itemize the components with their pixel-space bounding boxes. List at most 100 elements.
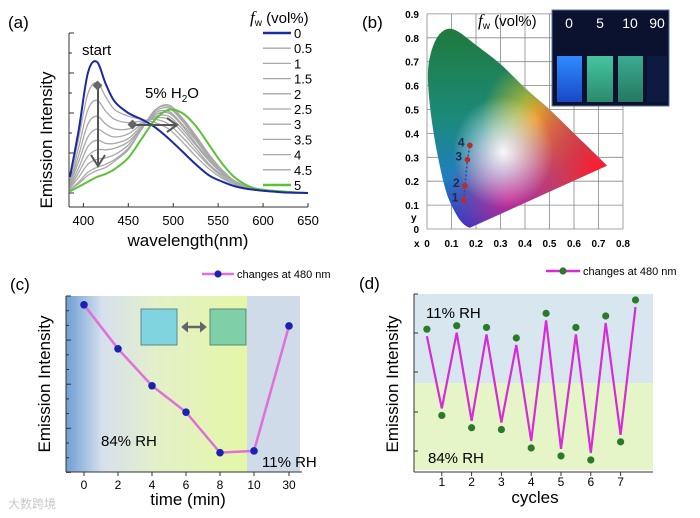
panel-c: (c) 0 2 4 6 8 10 30 time (min) Emission Intens…	[10, 269, 331, 509]
panel-d-y-label: Emission Intensity	[383, 315, 402, 452]
data-point-8	[216, 448, 224, 457]
cie-point-3	[464, 156, 471, 163]
data-point-6	[182, 408, 190, 416]
x-tick-label: 0.6	[567, 239, 581, 250]
x-tick-label: 550	[207, 213, 229, 228]
panel-a-y-ticks	[69, 32, 74, 194]
panel-a: (a) 400 450 500 550 600 650 wavelength(nm) Em…	[8, 8, 319, 250]
panel-c-label: (c)	[10, 275, 30, 294]
panel-d-x-label: cycles	[511, 488, 558, 507]
y-tick-label: 0.2	[405, 177, 419, 188]
vial-label: 90	[649, 15, 665, 31]
panel-a-legend-title: fw (vol%)	[250, 8, 309, 29]
x-tick-label: 0.5	[543, 239, 557, 250]
panel-a-label: (a)	[8, 13, 29, 32]
panel-c-y-label: Emission Intensity	[35, 315, 54, 452]
panel-d-11rh-label: 11% RH	[426, 305, 481, 322]
data-point	[423, 325, 431, 333]
x-tick-label: 0	[424, 239, 430, 250]
x-tick-label: 0.1	[445, 239, 459, 250]
x-tick-label: 600	[252, 213, 274, 228]
data-point	[572, 323, 580, 332]
x-tick-label: 400	[73, 213, 95, 228]
cie-point-1	[460, 197, 467, 204]
down-arrow-icon	[90, 80, 106, 168]
series-line-5	[69, 108, 309, 194]
x-tick-label: 450	[117, 213, 139, 228]
panel-c-series	[80, 301, 293, 457]
x-tick-label: 6	[587, 475, 594, 489]
panel-d-legend: changes at 480 nm	[546, 266, 677, 278]
vial-10	[618, 56, 643, 102]
x-tick-label: 0.7	[592, 239, 606, 250]
y-tick-label: 0.6	[405, 82, 419, 93]
data-point	[587, 456, 595, 464]
panel-d-label: (d)	[359, 274, 380, 293]
legend-label: 4.5	[294, 163, 312, 178]
panel-c-x-label: time (min)	[150, 490, 226, 509]
legend-label: 4	[294, 148, 301, 163]
series-line-0	[68, 60, 309, 194]
panel-b-title: fw (vol%)	[478, 11, 537, 32]
y-tick-label: 0	[413, 225, 419, 236]
panel-a-curves	[68, 60, 309, 194]
panel-a-y-label: Emission Intensity	[37, 71, 56, 208]
data-point	[542, 309, 550, 317]
data-point	[468, 424, 476, 432]
series-line	[425, 306, 637, 454]
panel-b-x-label: x	[414, 239, 420, 250]
x-tick-label: 5	[558, 475, 565, 489]
data-point	[512, 334, 520, 342]
y-tick-label: 0.4	[405, 129, 419, 140]
data-point	[497, 425, 505, 434]
cie-chromaticity-diagram	[427, 28, 608, 228]
panel-b-points: 12 34	[452, 135, 473, 204]
panel-d-series	[423, 296, 640, 464]
panel-c-legend: changes at 480 nm	[202, 269, 331, 281]
panel-c-84rh-label: 84% RH	[101, 433, 157, 450]
panel-b-label: (b)	[362, 13, 383, 32]
data-point	[453, 322, 461, 330]
y-tick-label: 0.9	[405, 10, 419, 21]
panel-c-11rh-label: 11% RH	[262, 454, 317, 471]
x-tick-label: 10	[247, 478, 261, 492]
data-point	[438, 411, 446, 420]
data-point	[482, 323, 491, 332]
x-tick-label: 4	[149, 478, 156, 492]
x-tick-label: 6	[183, 478, 190, 492]
x-tick-label: 7	[617, 475, 624, 489]
x-tick-label: 0.3	[494, 239, 508, 250]
panel-d-dry-region	[414, 294, 653, 383]
legend-label: 3.5	[294, 132, 312, 147]
y-tick-label: 0.5	[405, 106, 419, 117]
y-tick-label: 0.7	[405, 58, 419, 69]
data-point-10	[250, 447, 258, 455]
vial-90	[647, 56, 667, 102]
panel-b-y-label: y	[411, 213, 417, 224]
panel-a-x-label: wavelength(nm)	[127, 231, 249, 250]
data-point	[617, 438, 625, 446]
cie-gamut	[427, 28, 608, 228]
legend-label: 5	[294, 178, 301, 193]
annotation-5pct-h2o: 5% H2O	[145, 85, 199, 105]
data-point-4	[148, 381, 156, 390]
data-point	[602, 312, 610, 320]
trajectory-line	[463, 145, 471, 201]
data-point-2	[114, 345, 122, 353]
legend-label: 1.5	[294, 72, 312, 87]
legend-label: 1	[294, 56, 301, 71]
vial-5	[587, 56, 613, 102]
legend-marker	[214, 270, 222, 278]
vial-label: 10	[622, 15, 638, 31]
x-tick-label: 2	[468, 475, 475, 489]
x-tick-label: 0.8	[616, 239, 630, 250]
vial-label: 5	[596, 15, 604, 31]
x-tick-label: 0.2	[469, 239, 483, 250]
cie-point-label: 1	[452, 190, 459, 204]
y-tick-label: 0.3	[405, 153, 419, 164]
legend-label: 0	[294, 26, 301, 41]
x-tick-label: 1	[438, 475, 445, 489]
data-point	[631, 296, 640, 304]
panel-d-84rh-label: 84% RH	[428, 450, 484, 467]
